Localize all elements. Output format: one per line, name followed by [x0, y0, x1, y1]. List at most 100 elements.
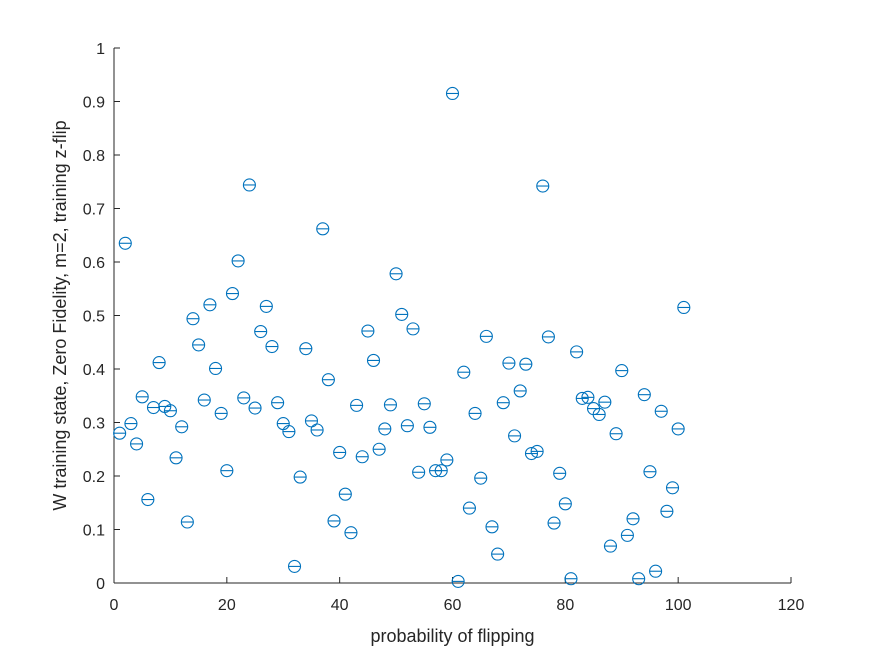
- data-point: [197, 393, 211, 407]
- data-point: [615, 364, 629, 378]
- data-point: [485, 520, 499, 534]
- data-point: [225, 287, 240, 301]
- data-point: [462, 501, 476, 515]
- data-point: [665, 481, 680, 495]
- y-tick-label: 0.6: [83, 255, 105, 272]
- x-tick-label: 120: [778, 597, 805, 614]
- data-point: [406, 322, 420, 336]
- data-point: [632, 572, 646, 586]
- data-point: [671, 422, 685, 436]
- data-point: [254, 324, 268, 339]
- data-point: [417, 397, 431, 411]
- x-axis-label: probability of flipping: [370, 626, 534, 646]
- data-point: [603, 539, 618, 553]
- data-point: [130, 437, 144, 451]
- data-point: [564, 572, 578, 586]
- data-point: [118, 236, 132, 250]
- axes: [113, 48, 791, 584]
- data-point: [338, 487, 352, 501]
- x-tick-label: 20: [218, 597, 236, 614]
- data-point: [310, 423, 324, 437]
- data-point: [175, 420, 189, 434]
- data-point: [141, 492, 155, 507]
- data-point: [389, 267, 403, 281]
- y-tick-label: 0.2: [83, 469, 105, 486]
- data-point: [643, 465, 657, 479]
- data-point: [344, 526, 358, 540]
- data-point: [163, 404, 177, 418]
- data-point: [242, 178, 256, 192]
- data-point: [209, 361, 223, 376]
- data-point: [502, 356, 516, 370]
- data-point: [558, 497, 572, 511]
- data-point: [180, 515, 194, 529]
- data-point: [519, 357, 533, 371]
- data-points: [113, 86, 691, 588]
- data-point: [237, 391, 251, 405]
- data-point: [265, 339, 279, 354]
- data-point: [479, 329, 493, 343]
- data-point: [541, 330, 555, 344]
- y-axis-label: W training state, Zero Fidelity, m=2, tr…: [50, 120, 70, 510]
- data-point: [530, 444, 544, 458]
- data-point: [581, 390, 595, 404]
- data-point: [276, 417, 290, 431]
- data-point: [457, 365, 471, 379]
- data-point: [434, 464, 448, 478]
- data-point: [468, 406, 482, 420]
- data-point: [203, 298, 217, 312]
- y-tick-label: 0.1: [83, 523, 105, 540]
- data-point: [496, 396, 510, 410]
- data-point: [333, 445, 347, 460]
- data-point: [609, 427, 623, 441]
- data-point: [637, 388, 651, 402]
- x-tick-label: 60: [444, 597, 462, 614]
- data-point: [271, 396, 285, 410]
- data-point: [626, 512, 640, 526]
- data-point: [474, 471, 488, 485]
- y-ticks: 0 0.1 0.2 0.3 0.4 0.5 0.6 0.7 0.8 0.9 1: [83, 41, 120, 593]
- data-point: [192, 338, 206, 352]
- data-point: [513, 384, 527, 398]
- x-tick-label: 100: [665, 597, 692, 614]
- data-point: [327, 514, 341, 528]
- data-point: [451, 574, 465, 588]
- data-point: [350, 398, 364, 412]
- data-point: [383, 398, 397, 412]
- data-point: [355, 450, 369, 464]
- y-tick-label: 0.8: [83, 148, 105, 165]
- data-point: [248, 401, 262, 415]
- data-point: [547, 516, 561, 530]
- data-point: [440, 453, 454, 467]
- y-tick-label: 0.7: [83, 202, 105, 219]
- data-point: [598, 395, 612, 409]
- y-tick-label: 1: [96, 41, 105, 58]
- data-point: [536, 179, 550, 193]
- x-tick-label: 80: [556, 597, 574, 614]
- y-tick-label: 0: [96, 576, 105, 593]
- data-point: [316, 222, 330, 236]
- data-point: [304, 414, 319, 428]
- data-point: [214, 406, 228, 420]
- data-point: [677, 300, 691, 315]
- y-tick-label: 0.5: [83, 309, 105, 326]
- y-tick-label: 0.9: [83, 95, 105, 112]
- data-point: [620, 528, 634, 542]
- data-point: [570, 345, 584, 359]
- data-point: [169, 451, 183, 465]
- data-point: [378, 422, 392, 436]
- data-point: [445, 86, 460, 101]
- data-point: [491, 547, 505, 561]
- x-tick-label: 0: [110, 597, 119, 614]
- data-point: [321, 373, 335, 387]
- data-point: [186, 312, 200, 326]
- data-point: [361, 324, 375, 338]
- y-tick-label: 0.4: [83, 362, 105, 379]
- data-point: [299, 342, 313, 356]
- y-tick-label: 0.3: [83, 416, 105, 433]
- data-point: [231, 254, 245, 268]
- data-point: [124, 417, 138, 431]
- data-point: [259, 299, 273, 313]
- data-point: [146, 400, 161, 415]
- data-point: [282, 425, 296, 439]
